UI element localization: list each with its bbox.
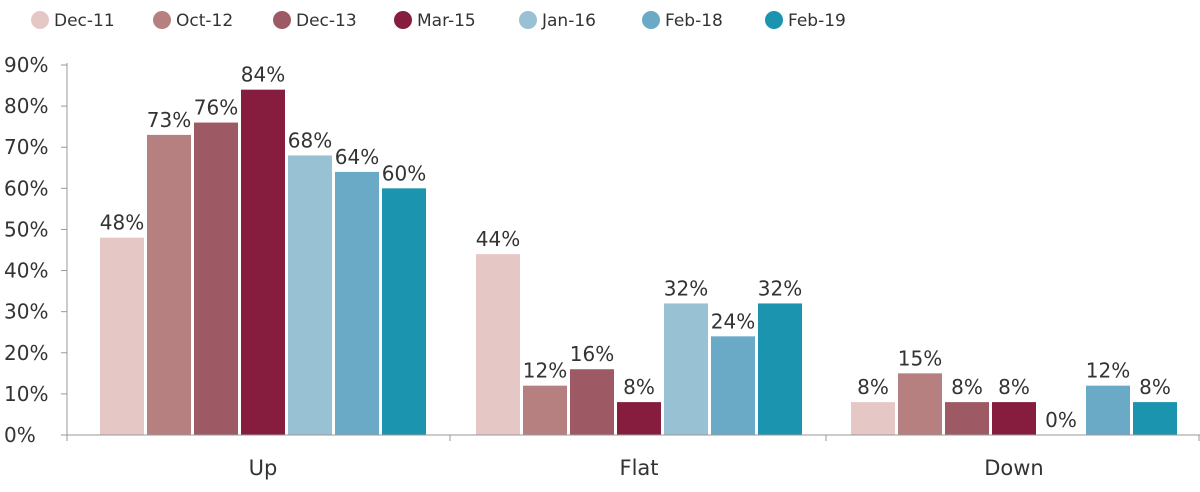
y-tick-label: 30% bbox=[4, 300, 48, 324]
legend-label-feb-19: Feb-19 bbox=[788, 11, 846, 31]
bar-up-dec-13 bbox=[194, 122, 238, 436]
bar-down-feb-19 bbox=[1133, 402, 1177, 435]
bar-flat-jan-16 bbox=[664, 303, 708, 435]
bar-down-feb-18 bbox=[1086, 385, 1130, 435]
bar-up-mar-15 bbox=[241, 89, 285, 436]
legend-swatch-feb-18 bbox=[642, 11, 660, 29]
legend-label-oct-12: Oct-12 bbox=[176, 11, 233, 31]
data-label-up-oct-12: 73% bbox=[147, 108, 191, 132]
data-label-up-dec-11: 48% bbox=[100, 211, 144, 235]
data-label-flat-mar-15: 8% bbox=[623, 375, 655, 399]
data-label-flat-dec-11: 44% bbox=[476, 227, 520, 251]
y-tick-label: 50% bbox=[4, 217, 48, 241]
bar-flat-dec-11 bbox=[476, 254, 520, 435]
data-label-down-feb-18: 12% bbox=[1086, 359, 1130, 383]
data-label-down-oct-12: 15% bbox=[898, 346, 942, 370]
data-label-down-mar-15: 8% bbox=[998, 375, 1030, 399]
data-label-up-feb-19: 60% bbox=[382, 161, 426, 185]
legend-swatch-dec-13 bbox=[273, 11, 291, 29]
legend-swatch-jan-16 bbox=[519, 11, 537, 29]
legend-label-feb-18: Feb-18 bbox=[665, 11, 723, 31]
bar-flat-feb-18 bbox=[711, 336, 755, 435]
y-tick-label: 40% bbox=[4, 259, 48, 283]
data-label-up-jan-16: 68% bbox=[288, 128, 332, 152]
y-tick-label: 80% bbox=[4, 94, 48, 118]
legend: Dec-11 Oct-12 Dec-13 Mar-15 Jan-16 Feb-18 Feb-… bbox=[31, 11, 846, 31]
data-label-flat-feb-19: 32% bbox=[758, 276, 802, 300]
y-tick-label: 0% bbox=[4, 423, 36, 447]
bar-down-dec-11 bbox=[851, 402, 895, 435]
legend-swatch-feb-19 bbox=[765, 11, 783, 29]
y-tick-label: 60% bbox=[4, 176, 48, 200]
x-category-label-up: Up bbox=[249, 456, 278, 480]
legend-label-dec-11: Dec-11 bbox=[54, 11, 115, 31]
data-label-down-dec-11: 8% bbox=[857, 375, 889, 399]
data-label-up-dec-13: 76% bbox=[194, 96, 238, 120]
y-tick-label: 90% bbox=[4, 53, 48, 77]
data-label-up-mar-15: 84% bbox=[241, 63, 285, 87]
y-tick-label: 70% bbox=[4, 135, 48, 159]
legend-label-jan-16: Jan-16 bbox=[541, 11, 596, 31]
bar-up-dec-11 bbox=[100, 237, 144, 435]
legend-label-dec-13: Dec-13 bbox=[296, 11, 357, 31]
legend-label-mar-15: Mar-15 bbox=[417, 11, 476, 31]
bar-up-oct-12 bbox=[147, 134, 191, 435]
bar-flat-feb-19 bbox=[758, 303, 802, 435]
data-label-flat-feb-18: 24% bbox=[711, 309, 755, 333]
bar-up-feb-19 bbox=[382, 188, 426, 435]
legend-swatch-mar-15 bbox=[394, 11, 412, 29]
data-label-down-jan-16: 0% bbox=[1045, 408, 1077, 432]
data-label-flat-jan-16: 32% bbox=[664, 276, 708, 300]
data-label-down-feb-19: 8% bbox=[1139, 375, 1171, 399]
x-category-label-flat: Flat bbox=[619, 456, 658, 480]
y-axis: 0% 10% 20% 30% 40% 50% 60% 70% 80% 90% bbox=[4, 53, 68, 447]
y-tick-label: 10% bbox=[4, 382, 48, 406]
bar-flat-dec-13 bbox=[570, 369, 614, 435]
bar-down-oct-12 bbox=[898, 373, 942, 435]
x-category-label-down: Down bbox=[984, 456, 1044, 480]
bar-down-dec-13 bbox=[945, 402, 989, 435]
legend-swatch-oct-12 bbox=[153, 11, 171, 29]
bar-flat-oct-12 bbox=[523, 385, 567, 435]
data-label-up-feb-18: 64% bbox=[335, 145, 379, 169]
data-label-flat-dec-13: 16% bbox=[570, 342, 614, 366]
y-tick-label: 20% bbox=[4, 341, 48, 365]
bars-area: 48%73%76%84%68%64%60%44%12%16%8%32%24%32… bbox=[100, 63, 1177, 436]
data-label-flat-oct-12: 12% bbox=[523, 359, 567, 383]
bar-down-mar-15 bbox=[992, 402, 1036, 435]
bar-up-feb-18 bbox=[335, 171, 379, 435]
x-axis: Up Flat Down bbox=[66, 434, 1200, 480]
legend-swatch-dec-11 bbox=[31, 11, 49, 29]
bar-flat-mar-15 bbox=[617, 402, 661, 435]
data-label-down-dec-13: 8% bbox=[951, 375, 983, 399]
bar-up-jan-16 bbox=[288, 155, 332, 435]
